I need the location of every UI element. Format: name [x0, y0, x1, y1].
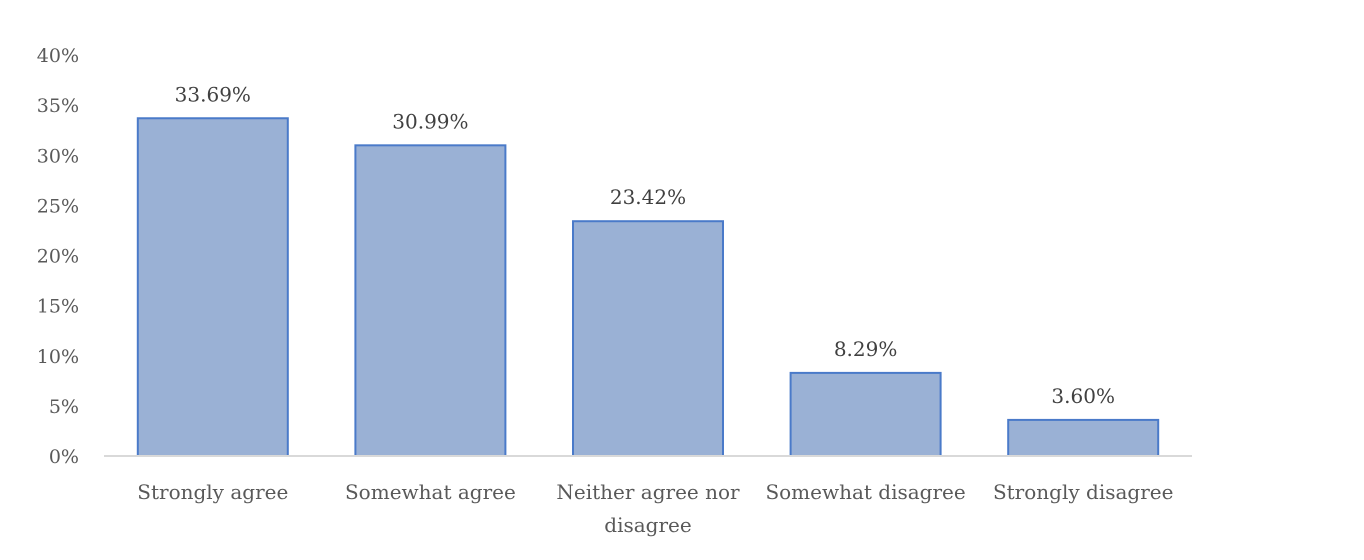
x-tick-label: Somewhat disagree [765, 480, 965, 504]
x-tick-label-line: disagree [604, 513, 691, 537]
y-tick-label: 15% [37, 296, 79, 318]
data-label: 3.60% [1051, 384, 1115, 408]
data-labels-group: 33.69% 30.99% 23.42% 8.29% 3.60% [175, 82, 1115, 408]
y-tick-label: 40% [37, 45, 79, 67]
y-tick-label: 10% [37, 346, 79, 368]
bar [136, 117, 289, 457]
y-tick-label: 30% [37, 145, 79, 167]
x-tick-label-line: Somewhat disagree [765, 480, 965, 504]
x-tick-label-line: Somewhat agree [345, 480, 516, 504]
y-tick-label: 25% [37, 195, 79, 217]
data-label: 30.99% [392, 109, 468, 133]
bar [572, 220, 724, 457]
x-tick-label: Strongly disagree [993, 480, 1174, 504]
y-tick-label: 35% [37, 95, 79, 117]
y-tick-label: 0% [49, 446, 79, 468]
x-tick-label-line: Strongly agree [137, 480, 288, 504]
x-tick-label-line: Neither agree nor [556, 480, 740, 504]
y-tick-label: 20% [37, 246, 79, 268]
bars-group [136, 117, 1160, 458]
bar [1007, 418, 1160, 458]
data-label: 8.29% [834, 337, 898, 361]
x-axis: Strongly agree Somewhat agree Neither agre… [104, 455, 1192, 537]
bar [789, 371, 942, 458]
bar [354, 144, 507, 457]
y-axis: 0% 5% 10% 15% 20% 25% 30% 35% 40% [37, 45, 79, 468]
y-tick-label: 5% [49, 396, 79, 418]
x-tick-label-line: Strongly disagree [993, 480, 1174, 504]
x-tick-label: Somewhat agree [345, 480, 516, 504]
x-tick-label: Strongly agree [137, 480, 288, 504]
data-label: 23.42% [610, 185, 686, 209]
data-label: 33.69% [175, 82, 251, 106]
x-tick-label: Neither agree nor disagree [556, 480, 740, 537]
